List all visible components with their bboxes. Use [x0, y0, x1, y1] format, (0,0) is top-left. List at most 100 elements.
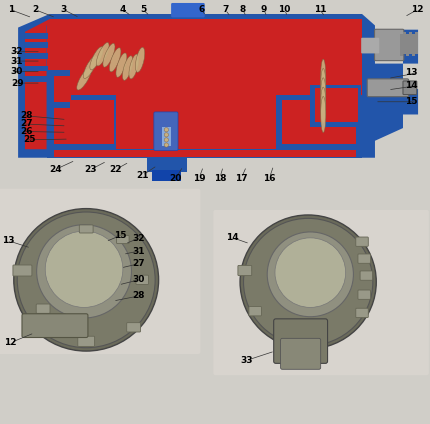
Ellipse shape: [122, 56, 132, 80]
Ellipse shape: [320, 97, 325, 132]
FancyBboxPatch shape: [161, 127, 171, 146]
Text: 24: 24: [49, 165, 61, 174]
Ellipse shape: [109, 48, 121, 72]
FancyBboxPatch shape: [25, 33, 48, 39]
Text: 12: 12: [410, 5, 423, 14]
Circle shape: [17, 212, 155, 348]
Text: 21: 21: [135, 171, 148, 180]
Text: 14: 14: [404, 81, 416, 90]
FancyBboxPatch shape: [46, 95, 116, 149]
Text: 10: 10: [278, 5, 290, 14]
Text: 25: 25: [24, 135, 36, 145]
FancyBboxPatch shape: [402, 32, 405, 54]
Text: 30: 30: [11, 67, 23, 76]
FancyBboxPatch shape: [314, 88, 357, 122]
Ellipse shape: [89, 47, 103, 70]
FancyBboxPatch shape: [357, 290, 370, 299]
Ellipse shape: [96, 42, 109, 66]
FancyBboxPatch shape: [25, 66, 48, 71]
FancyBboxPatch shape: [25, 76, 48, 82]
Text: 12: 12: [4, 338, 17, 347]
FancyBboxPatch shape: [46, 148, 361, 158]
FancyBboxPatch shape: [151, 170, 181, 181]
Text: 32: 32: [11, 47, 23, 56]
Circle shape: [37, 225, 131, 318]
FancyBboxPatch shape: [374, 29, 403, 61]
Text: 29: 29: [11, 78, 23, 88]
Ellipse shape: [164, 138, 168, 142]
Text: 31: 31: [132, 246, 145, 256]
Circle shape: [240, 215, 375, 349]
FancyBboxPatch shape: [13, 265, 32, 276]
FancyBboxPatch shape: [414, 32, 417, 54]
Text: 8: 8: [239, 5, 245, 14]
FancyBboxPatch shape: [171, 3, 204, 17]
Text: 15: 15: [404, 97, 416, 106]
Text: 33: 33: [240, 356, 252, 365]
Text: 27: 27: [132, 259, 145, 268]
Text: 22: 22: [109, 165, 122, 174]
FancyBboxPatch shape: [79, 225, 93, 233]
Polygon shape: [25, 19, 71, 149]
Text: 4: 4: [120, 5, 126, 14]
Ellipse shape: [320, 78, 325, 114]
Text: 14: 14: [225, 233, 238, 242]
FancyBboxPatch shape: [273, 319, 327, 363]
FancyBboxPatch shape: [355, 237, 367, 246]
FancyBboxPatch shape: [136, 275, 148, 285]
Ellipse shape: [164, 133, 168, 137]
FancyBboxPatch shape: [275, 95, 361, 149]
FancyBboxPatch shape: [237, 265, 251, 276]
Text: 3: 3: [61, 5, 67, 14]
Ellipse shape: [116, 53, 126, 77]
FancyBboxPatch shape: [0, 189, 200, 354]
Text: 13: 13: [2, 236, 15, 245]
Text: 1: 1: [8, 5, 14, 14]
Text: 18: 18: [213, 173, 226, 183]
FancyBboxPatch shape: [22, 314, 88, 338]
Ellipse shape: [164, 128, 168, 132]
Text: 5: 5: [140, 5, 146, 14]
Ellipse shape: [129, 54, 138, 79]
Text: 17: 17: [234, 173, 247, 183]
Text: 30: 30: [132, 275, 144, 285]
FancyBboxPatch shape: [54, 150, 355, 157]
FancyBboxPatch shape: [282, 100, 356, 144]
Text: 28: 28: [21, 111, 33, 120]
FancyBboxPatch shape: [357, 254, 370, 263]
FancyBboxPatch shape: [54, 100, 114, 144]
Text: 27: 27: [21, 119, 33, 128]
Text: 23: 23: [84, 165, 97, 174]
Text: 28: 28: [132, 291, 145, 301]
Text: 26: 26: [21, 127, 33, 136]
FancyBboxPatch shape: [402, 81, 416, 95]
FancyBboxPatch shape: [399, 34, 402, 56]
Text: 32: 32: [132, 234, 145, 243]
FancyBboxPatch shape: [126, 323, 140, 332]
Text: 16: 16: [262, 173, 275, 183]
FancyBboxPatch shape: [54, 76, 71, 102]
FancyBboxPatch shape: [77, 336, 94, 346]
FancyBboxPatch shape: [359, 271, 372, 280]
FancyBboxPatch shape: [25, 53, 48, 59]
Ellipse shape: [77, 68, 91, 90]
Circle shape: [243, 218, 372, 346]
FancyBboxPatch shape: [154, 112, 178, 151]
FancyBboxPatch shape: [46, 107, 361, 149]
FancyBboxPatch shape: [36, 304, 50, 313]
Polygon shape: [46, 19, 361, 149]
FancyBboxPatch shape: [366, 79, 408, 97]
FancyBboxPatch shape: [405, 34, 408, 56]
FancyBboxPatch shape: [355, 308, 367, 318]
Ellipse shape: [320, 87, 325, 123]
Text: 7: 7: [222, 5, 228, 14]
Ellipse shape: [320, 69, 325, 105]
FancyBboxPatch shape: [280, 338, 320, 369]
Text: 13: 13: [404, 68, 416, 78]
FancyBboxPatch shape: [411, 34, 414, 56]
FancyBboxPatch shape: [360, 38, 378, 53]
FancyBboxPatch shape: [46, 70, 70, 108]
Text: 20: 20: [169, 173, 181, 183]
Ellipse shape: [83, 56, 97, 78]
Polygon shape: [116, 95, 275, 149]
